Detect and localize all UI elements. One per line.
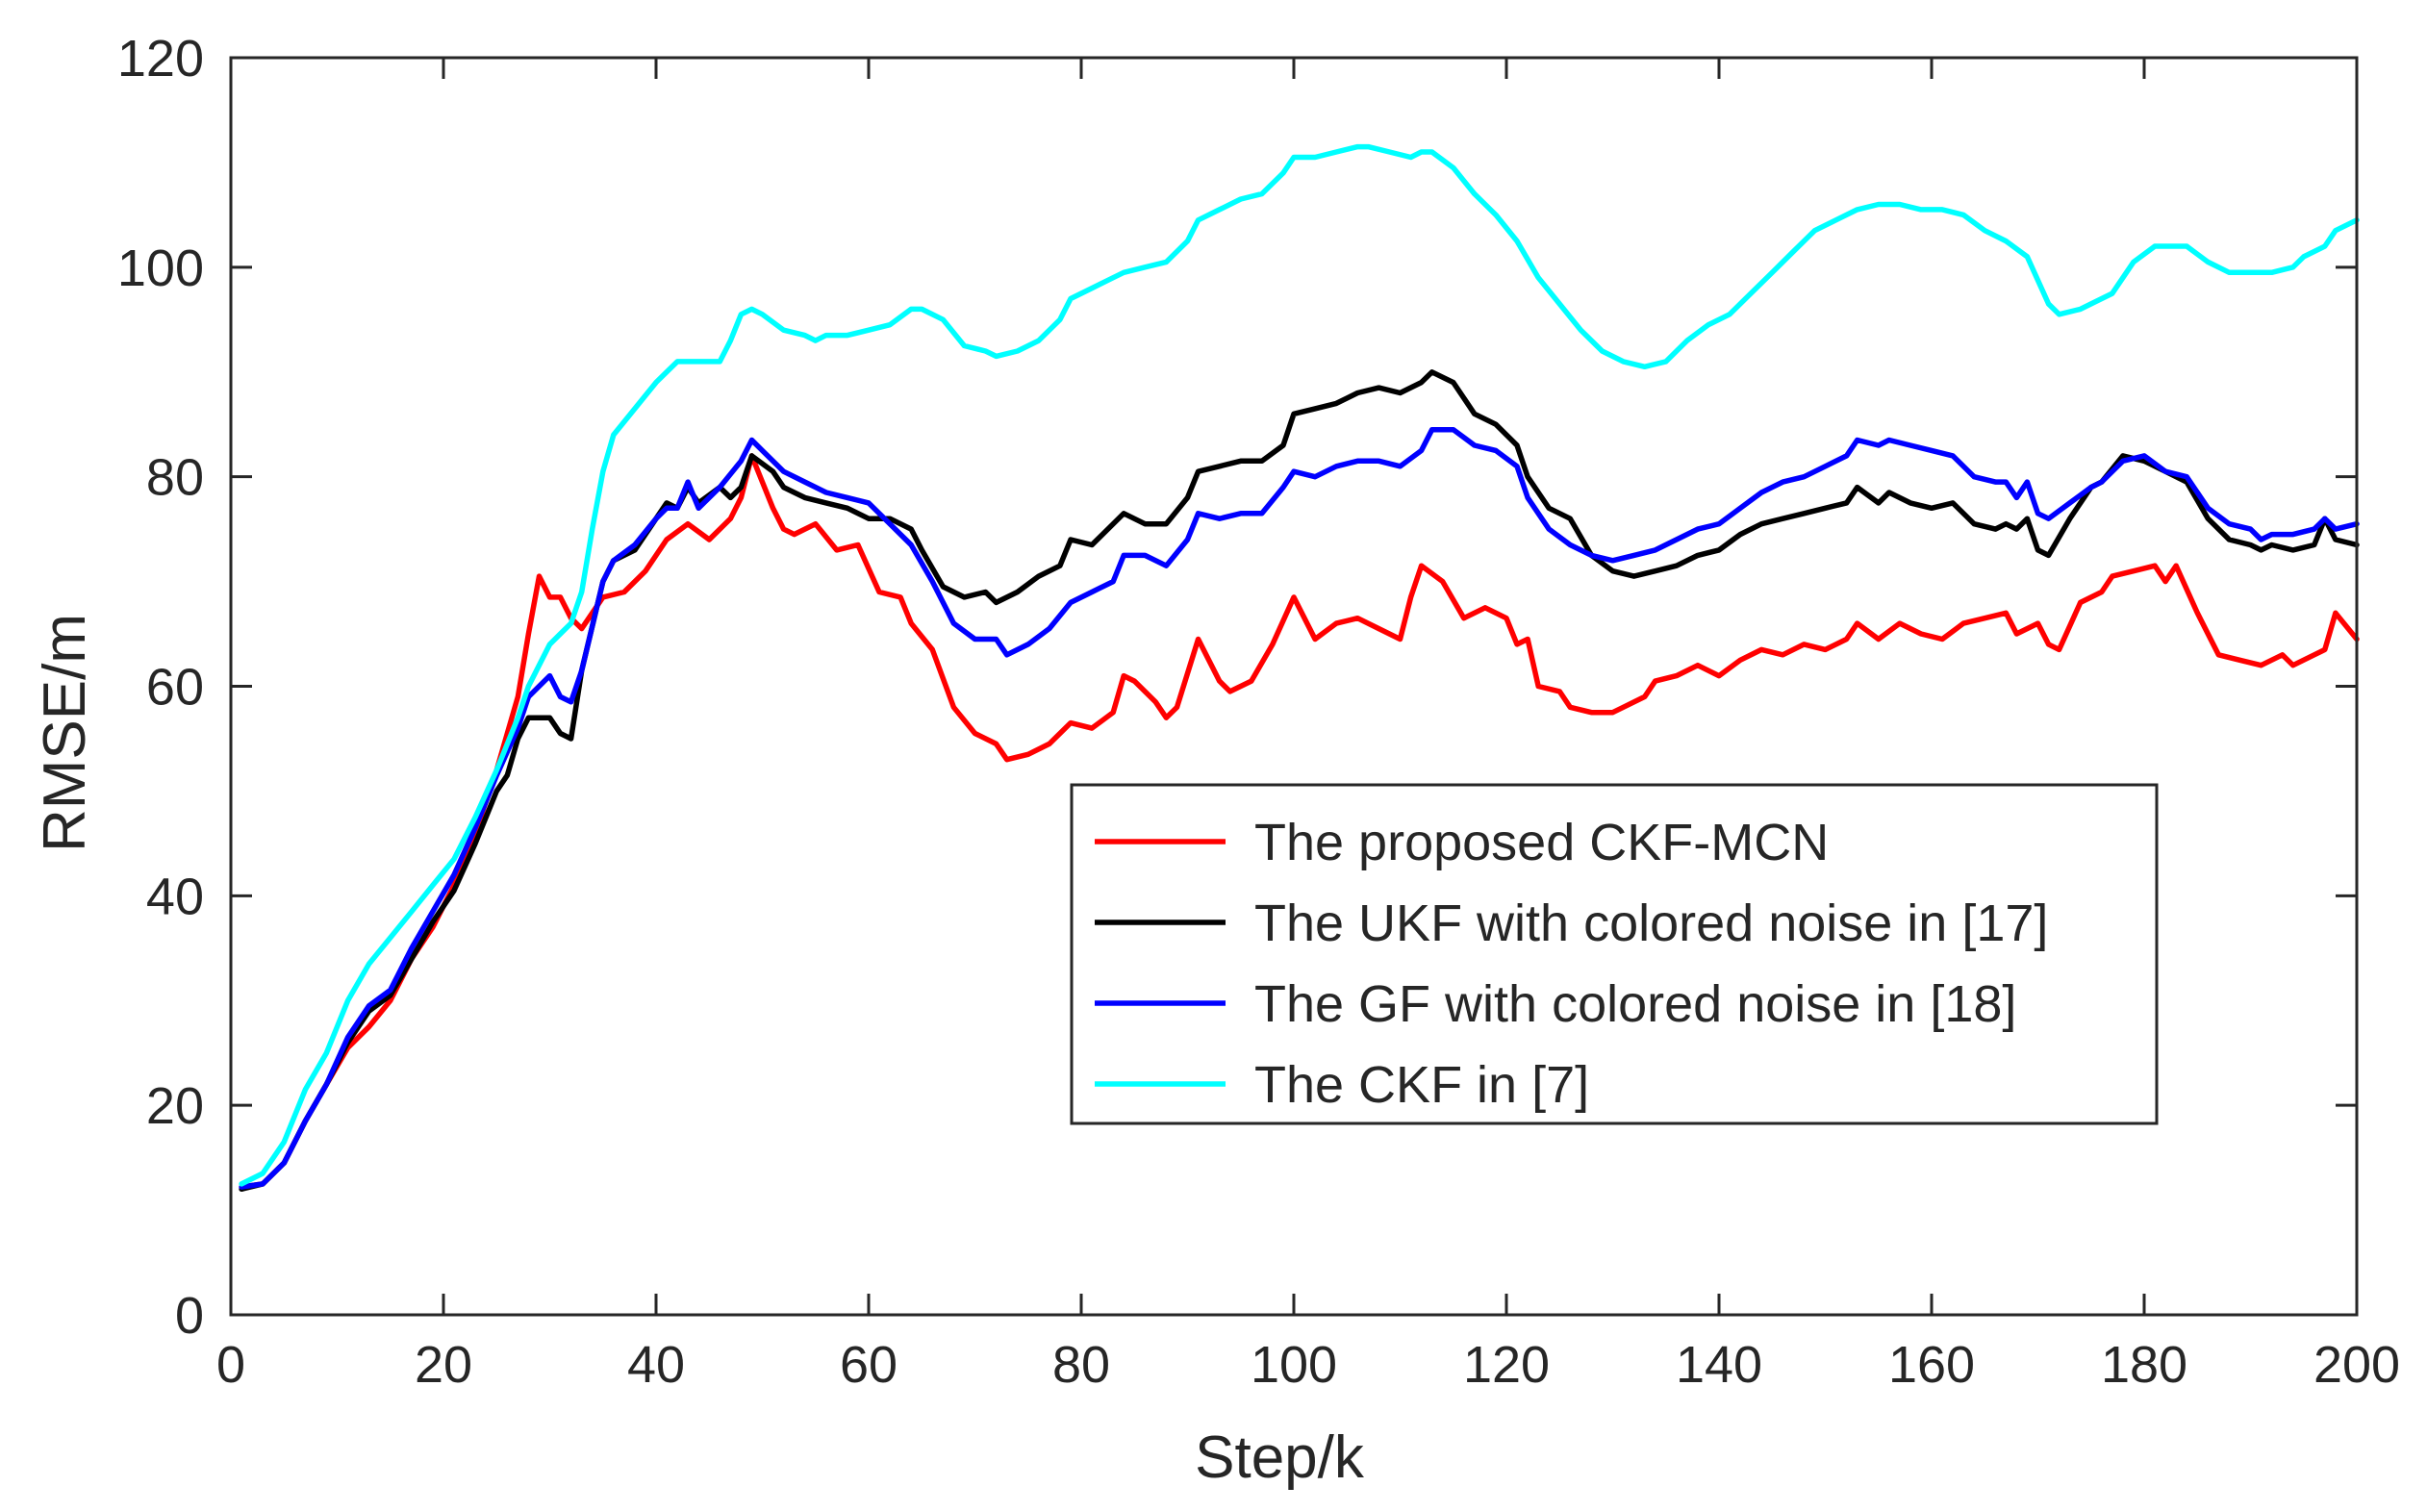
legend: The proposed CKF-MCN The UKF with colored… — [1070, 783, 2159, 1125]
legend-label-3: The GF with colored noise in [18] — [1254, 975, 2016, 1033]
x-tick-label: 200 — [2313, 1336, 2400, 1394]
x-tick-label: 100 — [1251, 1336, 1337, 1394]
y-axis-label: RMSE/m — [32, 614, 98, 852]
series-lines-layer — [239, 143, 2360, 1193]
x-tick-label: 0 — [216, 1336, 245, 1394]
ticks-layer: 0 20 40 60 80 100 120 140 160 180 200 0 20 40 60 80 100 1… — [117, 30, 2400, 1394]
y-tick-label: 100 — [117, 239, 204, 297]
x-tick-label: 140 — [1676, 1336, 1762, 1394]
y-tick-label: 60 — [146, 659, 204, 717]
series-line-4 — [239, 143, 2360, 1187]
y-tick-label: 80 — [146, 449, 204, 507]
series-line-3 — [239, 426, 2360, 1190]
x-tick-label: 80 — [1052, 1336, 1110, 1394]
legend-label-2: The UKF with colored noise in [17] — [1254, 895, 2048, 952]
x-axis-label: Step/k — [1195, 1424, 1365, 1491]
x-tick-label: 60 — [840, 1336, 897, 1394]
x-tick-label: 180 — [2101, 1336, 2187, 1394]
x-tick-label: 20 — [415, 1336, 472, 1394]
y-tick-label: 120 — [117, 30, 204, 88]
legend-label-4: The CKF in [7] — [1254, 1056, 1589, 1114]
x-tick-label: 40 — [627, 1336, 685, 1394]
y-tick-label: 20 — [146, 1077, 204, 1135]
y-tick-label: 0 — [175, 1287, 204, 1345]
y-tick-label: 40 — [146, 868, 204, 925]
legend-label-1: The proposed CKF-MCN — [1254, 814, 1829, 871]
x-tick-label: 160 — [1888, 1336, 1975, 1394]
x-tick-label: 120 — [1463, 1336, 1550, 1394]
legend-box — [1070, 783, 2159, 1125]
series-line-1 — [239, 453, 2360, 1190]
